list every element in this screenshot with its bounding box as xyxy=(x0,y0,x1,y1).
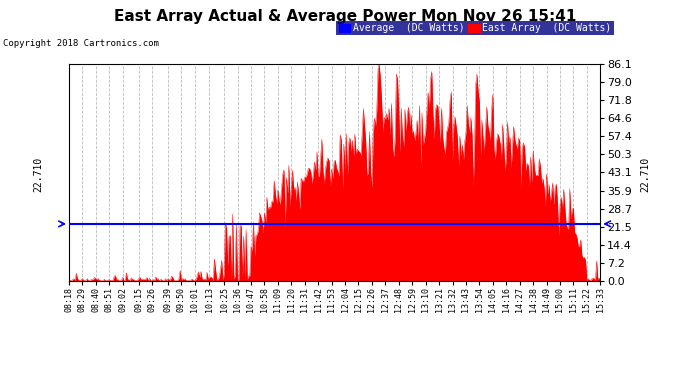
Text: 22.710: 22.710 xyxy=(33,157,43,192)
Text: East Array Actual & Average Power Mon Nov 26 15:41: East Array Actual & Average Power Mon No… xyxy=(114,9,576,24)
Text: 22.710: 22.710 xyxy=(640,157,650,192)
Legend: Average  (DC Watts), East Array  (DC Watts): Average (DC Watts), East Array (DC Watts… xyxy=(336,21,614,36)
Text: Copyright 2018 Cartronics.com: Copyright 2018 Cartronics.com xyxy=(3,39,159,48)
